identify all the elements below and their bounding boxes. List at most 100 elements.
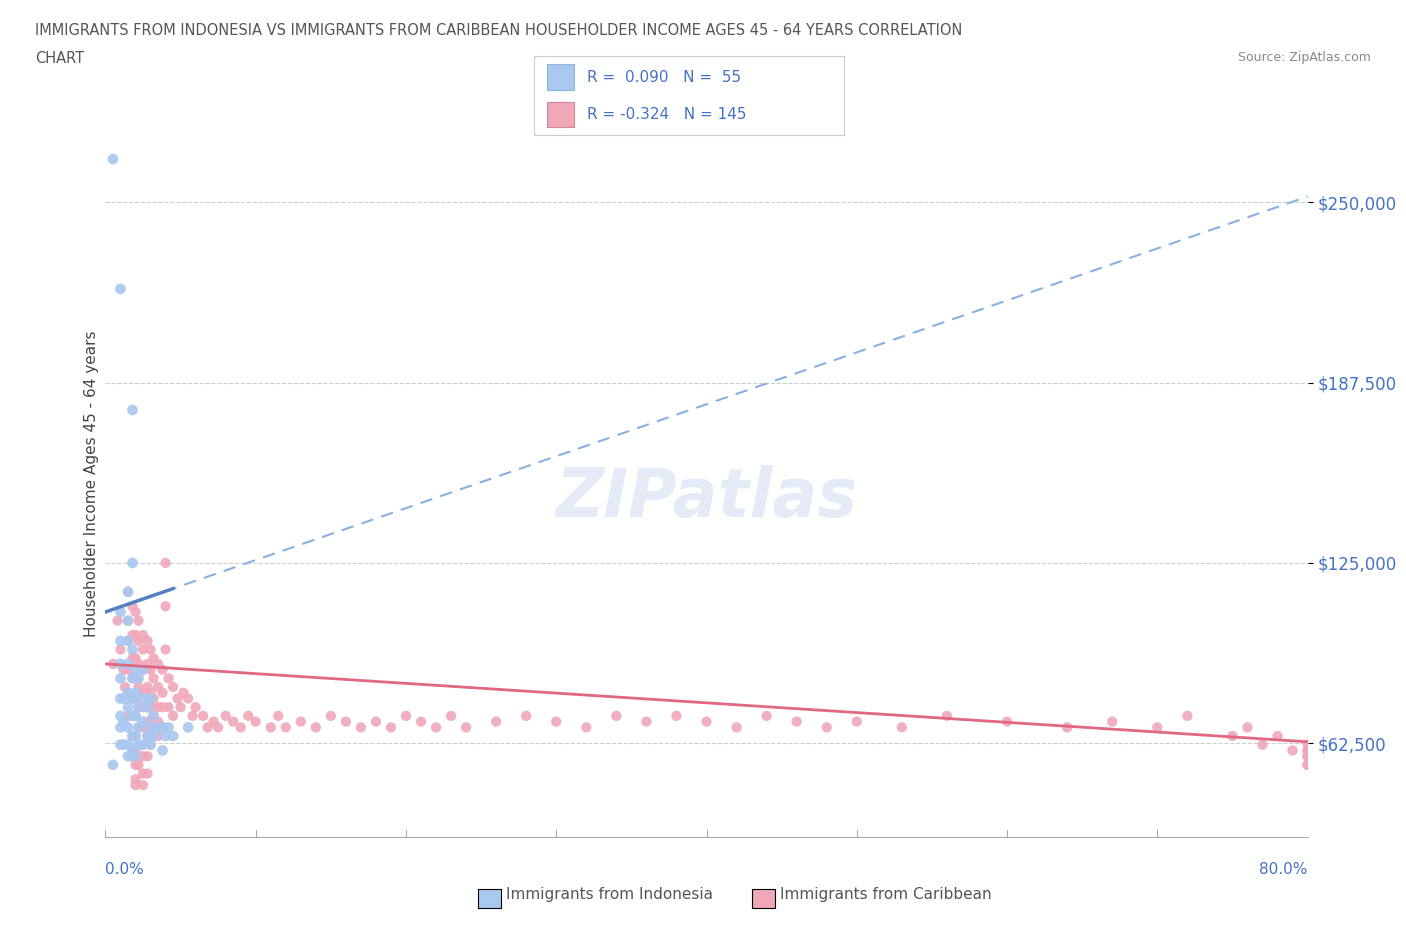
Point [546, 714, 568, 729]
Point [124, 651, 146, 666]
Bar [547, 101, 575, 127]
Point [136, 657, 159, 671]
Point [117, 633, 139, 648]
Point [121, 728, 143, 743]
Point [121, 709, 143, 724]
Point [121, 599, 143, 614]
Point [890, 720, 912, 735]
Point [132, 737, 155, 752]
Point [364, 714, 387, 729]
Point [152, 743, 174, 758]
Point [485, 714, 508, 729]
Point [155, 555, 177, 570]
Point [155, 599, 177, 614]
Point [117, 657, 139, 671]
Point [214, 709, 236, 724]
Point [121, 671, 143, 685]
Point [117, 613, 139, 628]
Point [117, 699, 139, 714]
Point [124, 743, 146, 758]
Point [121, 671, 143, 685]
Point [128, 737, 150, 752]
Point [274, 720, 297, 735]
Point [152, 720, 174, 735]
Point [121, 709, 143, 724]
Point [136, 699, 159, 714]
Point [146, 720, 169, 735]
Point [128, 699, 150, 714]
Point [1296, 757, 1319, 772]
Point [260, 720, 283, 735]
Point [786, 714, 808, 729]
Point [132, 714, 155, 729]
Point [124, 671, 146, 685]
Point [128, 680, 150, 695]
Point [162, 680, 184, 695]
Point [124, 604, 146, 619]
Point [128, 737, 150, 752]
Point [995, 714, 1018, 729]
Point [665, 709, 688, 724]
Point [142, 651, 165, 666]
Point [132, 662, 155, 677]
Point [155, 642, 177, 657]
Point [146, 699, 169, 714]
Point [139, 662, 162, 677]
Point [1146, 720, 1168, 735]
Point [124, 728, 146, 743]
Point [117, 662, 139, 677]
Point [110, 642, 132, 657]
Point [112, 662, 135, 677]
Point [146, 728, 169, 743]
Point [142, 709, 165, 724]
Point [184, 699, 207, 714]
Point [121, 403, 143, 418]
Point [1296, 757, 1319, 772]
Point [157, 699, 180, 714]
Point [128, 699, 150, 714]
Point [162, 709, 184, 724]
Point [121, 555, 143, 570]
Point [136, 680, 159, 695]
Point [124, 628, 146, 643]
Point [121, 642, 143, 657]
Point [605, 709, 627, 724]
Point [290, 714, 312, 729]
Point [139, 720, 162, 735]
Point [725, 720, 748, 735]
Point [152, 685, 174, 700]
Point [440, 709, 463, 724]
Point [245, 714, 267, 729]
Point [117, 633, 139, 648]
Point [815, 720, 838, 735]
Point [350, 720, 373, 735]
Text: Immigrants from Indonesia: Immigrants from Indonesia [506, 887, 713, 902]
Point [136, 633, 159, 648]
Point [380, 720, 402, 735]
Point [117, 749, 139, 764]
Point [117, 584, 139, 599]
Point [110, 709, 132, 724]
Point [936, 709, 959, 724]
Point [132, 777, 155, 792]
Point [117, 737, 139, 752]
Point [132, 699, 155, 714]
Point [1296, 749, 1319, 764]
Point [124, 777, 146, 792]
Point [128, 757, 150, 772]
Point [110, 282, 132, 297]
Point [395, 709, 418, 724]
Point [425, 720, 447, 735]
Point [238, 709, 260, 724]
Point [152, 720, 174, 735]
Point [117, 709, 139, 724]
Point [121, 728, 143, 743]
Point [101, 757, 124, 772]
Point [121, 691, 143, 706]
Text: ZIPatlas: ZIPatlas [555, 465, 858, 531]
Point [335, 714, 357, 729]
Point [139, 737, 162, 752]
Point [636, 714, 658, 729]
Point [124, 757, 146, 772]
Point [117, 613, 139, 628]
